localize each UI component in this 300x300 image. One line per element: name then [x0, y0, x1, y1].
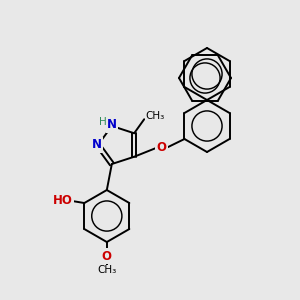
Text: N: N — [107, 118, 117, 131]
Text: CH₃: CH₃ — [97, 265, 116, 275]
Text: H: H — [99, 117, 107, 127]
Text: N: N — [92, 139, 102, 152]
Text: O: O — [102, 250, 112, 262]
Text: O: O — [156, 141, 166, 154]
Text: HO: HO — [53, 194, 73, 206]
Text: CH₃: CH₃ — [145, 111, 164, 121]
